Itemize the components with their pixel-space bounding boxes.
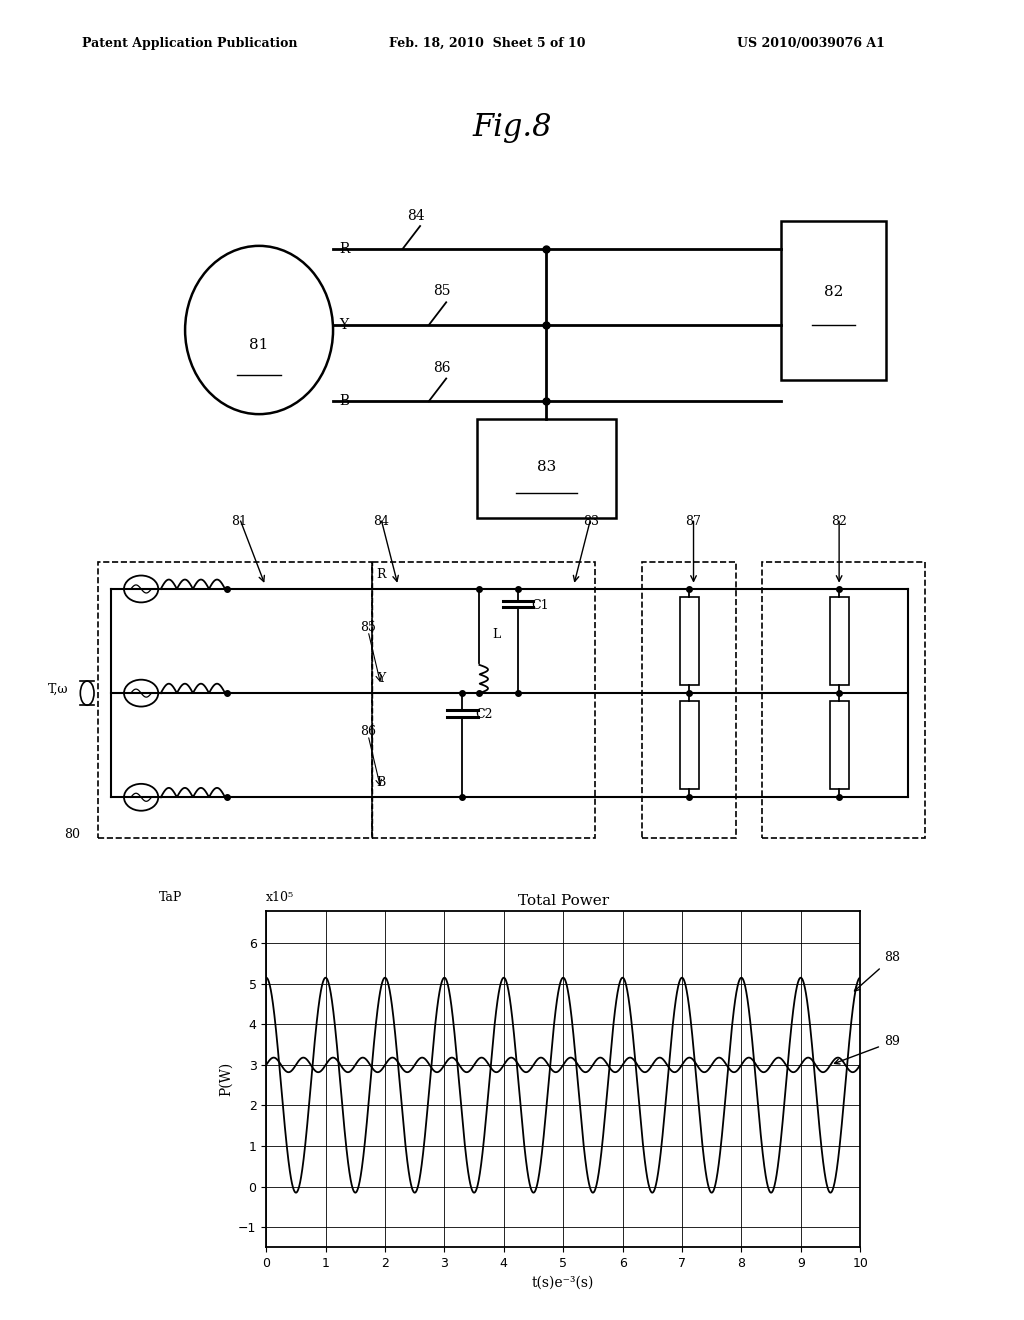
Text: R: R xyxy=(339,242,349,256)
Text: 80: 80 xyxy=(65,828,81,841)
Bar xyxy=(762,562,925,838)
Bar xyxy=(829,597,849,685)
Text: C1: C1 xyxy=(530,599,549,612)
Text: L: L xyxy=(493,628,501,640)
Text: 89: 89 xyxy=(835,1035,900,1064)
Text: 82: 82 xyxy=(831,515,847,528)
Text: 86: 86 xyxy=(360,725,376,738)
Bar xyxy=(477,420,616,519)
Text: T,ω: T,ω xyxy=(48,684,69,696)
Bar xyxy=(829,701,849,789)
Text: 83: 83 xyxy=(583,515,599,528)
Text: R: R xyxy=(376,568,386,581)
Text: TaP: TaP xyxy=(160,891,182,904)
Text: Patent Application Publication: Patent Application Publication xyxy=(82,37,297,50)
Bar xyxy=(680,597,698,685)
Text: 84: 84 xyxy=(407,209,425,223)
Text: 87: 87 xyxy=(686,515,701,528)
Text: 85: 85 xyxy=(433,284,451,298)
Text: US 2010/0039076 A1: US 2010/0039076 A1 xyxy=(737,37,885,50)
Text: B: B xyxy=(376,776,386,789)
Text: Fig.8: Fig.8 xyxy=(472,112,552,143)
Text: 83: 83 xyxy=(537,459,556,474)
Text: 86: 86 xyxy=(433,360,451,375)
Text: 84: 84 xyxy=(373,515,389,528)
Y-axis label: P(W): P(W) xyxy=(218,1063,232,1096)
Text: 81: 81 xyxy=(231,515,248,528)
Ellipse shape xyxy=(80,681,94,705)
Title: Total Power: Total Power xyxy=(518,894,608,908)
Text: Y: Y xyxy=(339,318,348,333)
Bar xyxy=(680,701,698,789)
Text: Y: Y xyxy=(377,672,385,685)
Bar xyxy=(642,562,736,838)
Bar xyxy=(781,222,886,380)
Text: 88: 88 xyxy=(854,952,900,991)
Bar xyxy=(373,562,595,838)
Text: x10⁵: x10⁵ xyxy=(266,891,294,904)
Text: 85: 85 xyxy=(360,622,376,634)
Text: 82: 82 xyxy=(824,285,843,300)
X-axis label: t(s)e⁻³(s): t(s)e⁻³(s) xyxy=(532,1275,594,1290)
Text: 81: 81 xyxy=(250,338,268,352)
Text: C2: C2 xyxy=(475,708,493,721)
Bar xyxy=(98,562,373,838)
Text: Feb. 18, 2010  Sheet 5 of 10: Feb. 18, 2010 Sheet 5 of 10 xyxy=(389,37,586,50)
Text: B: B xyxy=(339,395,349,408)
